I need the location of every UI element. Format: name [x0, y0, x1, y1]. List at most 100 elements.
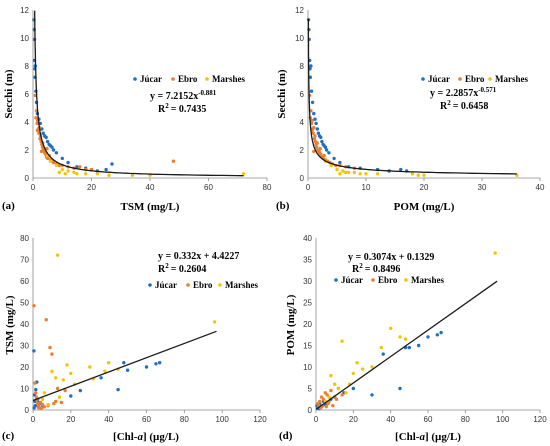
- point-jucar: [110, 162, 114, 166]
- point-jucar: [315, 127, 319, 131]
- point-jucar: [351, 386, 355, 391]
- point-jucar: [41, 131, 45, 135]
- point-jucar: [104, 167, 108, 172]
- point-marshes: [379, 345, 383, 350]
- legend-label-ebro: Ebro: [193, 280, 213, 290]
- x-tick-label: 80: [263, 183, 272, 192]
- point-ebro: [331, 404, 335, 408]
- point-ebro: [312, 125, 316, 130]
- x-axis-title: POM (mg/L): [394, 201, 455, 213]
- legend-label-marshes: Marshes: [225, 280, 258, 290]
- y-tick-label: 6: [300, 90, 305, 99]
- point-ebro: [45, 146, 49, 151]
- point-jucar: [309, 64, 313, 68]
- point-marshes: [364, 172, 368, 176]
- point-jucar: [154, 362, 158, 366]
- point-jucar: [45, 139, 50, 144]
- point-ebro: [59, 400, 64, 405]
- point-jucar: [125, 368, 130, 372]
- x-tick-label: 0: [314, 415, 319, 424]
- point-marshes: [336, 386, 341, 391]
- point-ebro: [311, 131, 315, 135]
- point-ebro: [34, 391, 38, 395]
- point-jucar: [44, 135, 48, 140]
- point-ebro: [326, 401, 330, 406]
- point-jucar: [314, 121, 318, 126]
- legend: Júcar Ebro Marshes: [421, 74, 528, 84]
- y-axis-ticks: 0 10 20 30 40 50 60 70 80: [20, 234, 29, 415]
- y-axis-title: POM (mg/L): [285, 294, 297, 355]
- point-marshes: [340, 339, 344, 343]
- x-tick-label: 80: [180, 415, 189, 424]
- point-marshes: [410, 172, 415, 176]
- panel-label: (a): [2, 200, 15, 212]
- point-jucar: [312, 111, 316, 116]
- point-ebro: [39, 406, 44, 410]
- point-marshes: [69, 371, 73, 376]
- point-ebro: [52, 401, 56, 406]
- point-ebro: [35, 128, 40, 133]
- point-jucar: [316, 131, 321, 135]
- point-marshes: [338, 172, 342, 176]
- x-tick-label: 40: [146, 183, 155, 192]
- point-ebro: [312, 149, 316, 154]
- y-tick-label: 30: [303, 277, 312, 286]
- point-marshes: [333, 382, 337, 386]
- y-axis-ticks: 0 2 4 6 8 10 12: [20, 6, 29, 183]
- point-marshes: [358, 172, 362, 176]
- y-tick-label: 0: [308, 406, 313, 415]
- scatter-points: [306, 18, 519, 177]
- point-jucar: [310, 100, 315, 105]
- point-marshes: [327, 395, 331, 399]
- point-marshes: [403, 337, 408, 341]
- x-tick-label: 100: [496, 415, 510, 424]
- point-jucar: [32, 349, 36, 353]
- point-marshes: [55, 253, 60, 257]
- point-jucar: [66, 160, 70, 165]
- y-tick-label: 6: [25, 90, 30, 99]
- point-jucar: [398, 386, 402, 391]
- x-axis-title: [Chl-a] (µg/L): [395, 431, 461, 443]
- point-marshes: [212, 320, 217, 324]
- point-marshes: [329, 373, 333, 378]
- y-tick-label: 40: [303, 234, 312, 243]
- x-tick-label: 120: [533, 415, 547, 424]
- fit-equation: y = 0.3074x + 0.1329: [348, 252, 434, 263]
- point-ebro: [315, 141, 319, 145]
- fit-equation: y = 7.2152x-0.881: [150, 89, 217, 102]
- legend-marker-marshes: [488, 77, 492, 81]
- point-jucar: [122, 361, 126, 365]
- y-tick-label: 70: [20, 256, 29, 265]
- point-ebro: [51, 160, 56, 165]
- legend-marker-jucar: [421, 77, 425, 81]
- x-tick-label: 20: [66, 415, 75, 424]
- x-tick-label: 80: [461, 415, 470, 424]
- fit-line: [315, 280, 498, 410]
- panel-c: 0 10 20 30 40 50 60 70 80 0 20 40 60 80 100 120 TSM (m…: [2, 234, 267, 443]
- y-tick-label: 0: [25, 406, 30, 415]
- x-tick-label: 0: [306, 183, 311, 192]
- point-marshes: [48, 159, 53, 163]
- x-tick-label: 40: [104, 415, 113, 424]
- point-ebro: [310, 118, 314, 123]
- legend-marker-ebro: [458, 77, 462, 81]
- point-ebro: [40, 402, 45, 407]
- point-jucar: [54, 151, 59, 155]
- y-tick-label: 5: [308, 385, 313, 394]
- legend-label-ebro: Ebro: [465, 74, 485, 84]
- legend-marker-jucar: [133, 77, 137, 81]
- fit-equation: y = 0.332x + 4.4227: [158, 251, 239, 262]
- point-jucar: [60, 156, 64, 161]
- point-jucar: [439, 330, 443, 335]
- fit-curve: [307, 18, 517, 175]
- y-tick-label: 10: [20, 34, 29, 43]
- point-ebro: [35, 121, 39, 126]
- point-marshes: [398, 335, 402, 339]
- point-marshes: [103, 369, 107, 373]
- point-marshes: [54, 163, 59, 168]
- point-ebro: [329, 388, 333, 393]
- point-marshes: [50, 369, 54, 373]
- x-axis-ticks: 0 20 40 60 80 100 120: [314, 410, 547, 424]
- legend-label-jucar: Júcar: [140, 74, 162, 84]
- point-ebro: [36, 405, 40, 410]
